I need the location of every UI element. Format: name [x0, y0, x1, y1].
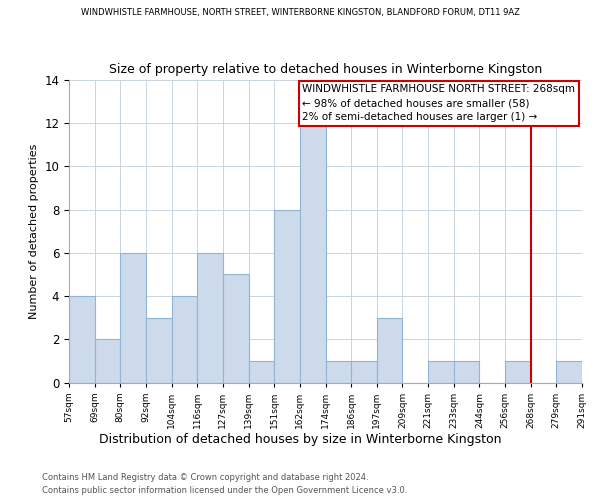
Bar — [69, 296, 95, 382]
Bar — [454, 361, 479, 382]
Bar — [172, 296, 197, 382]
Bar — [556, 361, 582, 382]
Bar — [95, 340, 121, 382]
Text: Distribution of detached houses by size in Winterborne Kingston: Distribution of detached houses by size … — [99, 432, 501, 446]
Text: WINDWHISTLE FARMHOUSE, NORTH STREET, WINTERBORNE KINGSTON, BLANDFORD FORUM, DT11: WINDWHISTLE FARMHOUSE, NORTH STREET, WIN… — [80, 8, 520, 16]
Bar — [248, 361, 274, 382]
Y-axis label: Number of detached properties: Number of detached properties — [29, 144, 39, 319]
Text: Contains HM Land Registry data © Crown copyright and database right 2024.: Contains HM Land Registry data © Crown c… — [42, 472, 368, 482]
Bar — [428, 361, 454, 382]
Bar — [274, 210, 300, 382]
Text: WINDWHISTLE FARMHOUSE NORTH STREET: 268sqm
← 98% of detached houses are smaller : WINDWHISTLE FARMHOUSE NORTH STREET: 268s… — [302, 84, 575, 122]
Bar — [223, 274, 248, 382]
Bar — [377, 318, 403, 382]
Bar — [505, 361, 531, 382]
Text: Contains public sector information licensed under the Open Government Licence v3: Contains public sector information licen… — [42, 486, 407, 495]
Bar — [325, 361, 351, 382]
Bar — [121, 253, 146, 382]
Bar — [351, 361, 377, 382]
Bar — [300, 123, 325, 382]
Bar — [197, 253, 223, 382]
Title: Size of property relative to detached houses in Winterborne Kingston: Size of property relative to detached ho… — [109, 63, 542, 76]
Bar — [146, 318, 172, 382]
